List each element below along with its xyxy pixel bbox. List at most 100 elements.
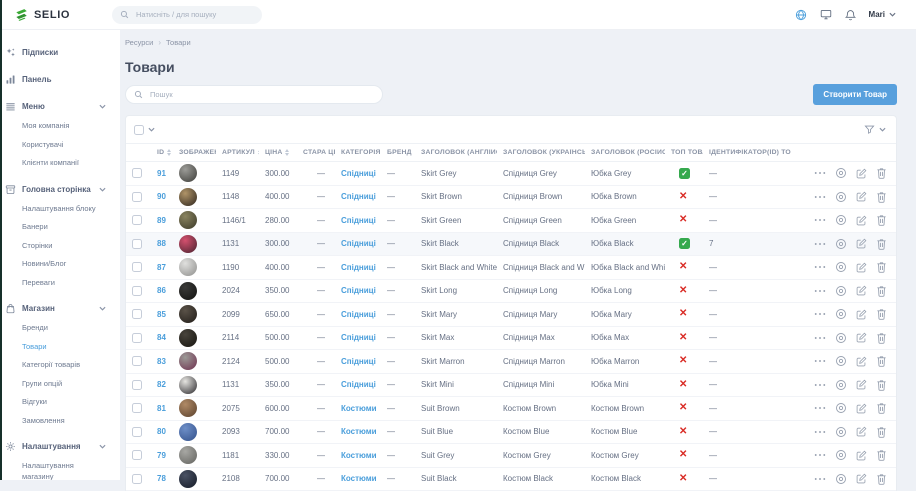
edit-icon[interactable]: [856, 215, 867, 226]
sidebar-item-Підписки[interactable]: Підписки: [5, 42, 120, 63]
product-id-link[interactable]: 88: [157, 239, 166, 248]
edit-icon[interactable]: [856, 473, 867, 484]
edit-icon[interactable]: [856, 426, 867, 437]
delete-icon[interactable]: [876, 214, 887, 226]
product-id-link[interactable]: 90: [157, 192, 166, 201]
more-icon[interactable]: [814, 406, 826, 410]
product-category-link[interactable]: Спідниці: [341, 380, 376, 389]
more-icon[interactable]: [814, 453, 826, 457]
product-category-link[interactable]: Спідниці: [341, 263, 376, 272]
view-icon[interactable]: [835, 402, 847, 414]
filter-dropdown-chevron-icon[interactable]: [879, 127, 886, 132]
row-checkbox[interactable]: [132, 309, 142, 319]
table-search[interactable]: [125, 85, 383, 104]
product-id-link[interactable]: 79: [157, 451, 166, 460]
edit-icon[interactable]: [856, 450, 867, 461]
delete-icon[interactable]: [876, 473, 887, 485]
product-category-link[interactable]: Костюми: [341, 404, 377, 413]
more-icon[interactable]: [814, 242, 826, 246]
delete-icon[interactable]: [876, 261, 887, 273]
breadcrumb-link-resources[interactable]: Ресурси: [125, 38, 153, 47]
sidebar-subitem-Відгуки[interactable]: Відгуки: [5, 393, 109, 412]
sort-icon[interactable]: [285, 149, 289, 157]
sidebar-subitem-Налаштування блоку[interactable]: Налаштування блоку: [5, 200, 109, 219]
delete-icon[interactable]: [876, 238, 887, 250]
product-category-link[interactable]: Спідниці: [341, 239, 376, 248]
sidebar-subitem-Клієнти компанії[interactable]: Клієнти компанії: [5, 154, 109, 173]
sidebar-item-Налаштування[interactable]: Налаштування: [5, 436, 120, 457]
product-category-link[interactable]: Костюми: [341, 451, 377, 460]
product-category-link[interactable]: Спідниці: [341, 286, 376, 295]
row-checkbox[interactable]: [132, 474, 142, 484]
product-id-link[interactable]: 84: [157, 333, 166, 342]
delete-icon[interactable]: [876, 426, 887, 438]
sidebar-item-Панель[interactable]: Панель: [5, 69, 120, 90]
more-icon[interactable]: [814, 312, 826, 316]
more-icon[interactable]: [814, 477, 826, 481]
more-icon[interactable]: [814, 171, 826, 175]
product-id-link[interactable]: 83: [157, 357, 166, 366]
row-checkbox[interactable]: [132, 239, 142, 249]
product-category-link[interactable]: Спідниці: [341, 357, 376, 366]
edit-icon[interactable]: [856, 379, 867, 390]
view-icon[interactable]: [835, 191, 847, 203]
global-search-input[interactable]: [134, 9, 254, 20]
row-checkbox[interactable]: [132, 168, 142, 178]
view-icon[interactable]: [835, 167, 847, 179]
sort-icon[interactable]: [167, 149, 171, 157]
delete-icon[interactable]: [876, 191, 887, 203]
edit-icon[interactable]: [856, 168, 867, 179]
edit-icon[interactable]: [856, 285, 867, 296]
product-id-link[interactable]: 78: [157, 474, 166, 483]
language-globe-icon[interactable]: [795, 9, 807, 21]
row-checkbox[interactable]: [132, 450, 142, 460]
global-search[interactable]: [112, 6, 262, 24]
sidebar-subitem-Сторінки[interactable]: Сторінки: [5, 237, 109, 256]
column-header[interactable]: ID: [151, 149, 173, 157]
more-icon[interactable]: [814, 383, 826, 387]
product-category-link[interactable]: Спідниці: [341, 192, 376, 201]
sidebar-subitem-Групи опцій[interactable]: Групи опцій: [5, 375, 109, 394]
bell-icon[interactable]: [845, 9, 856, 21]
sidebar-subitem-Товари[interactable]: Товари: [5, 338, 109, 357]
sidebar-subitem-Налаштування магазину[interactable]: Налаштування магазину: [5, 457, 109, 480]
column-header[interactable]: ЦІНА: [259, 149, 297, 157]
more-icon[interactable]: [814, 289, 826, 293]
create-product-button[interactable]: Створити Товар: [813, 84, 897, 105]
delete-icon[interactable]: [876, 402, 887, 414]
sidebar-subitem-Користувачі[interactable]: Користувачі: [5, 136, 109, 155]
delete-icon[interactable]: [876, 167, 887, 179]
delete-icon[interactable]: [876, 355, 887, 367]
more-icon[interactable]: [814, 430, 826, 434]
more-icon[interactable]: [814, 265, 826, 269]
row-checkbox[interactable]: [132, 356, 142, 366]
product-id-link[interactable]: 85: [157, 310, 166, 319]
row-checkbox[interactable]: [132, 333, 142, 343]
product-id-link[interactable]: 81: [157, 404, 166, 413]
view-icon[interactable]: [835, 238, 847, 250]
view-icon[interactable]: [835, 473, 847, 485]
edit-icon[interactable]: [856, 356, 867, 367]
sidebar-subitem-Бренди[interactable]: Бренди: [5, 319, 109, 338]
desktop-icon[interactable]: [820, 9, 832, 20]
sidebar-item-Магазин[interactable]: Магазин: [5, 298, 120, 319]
view-icon[interactable]: [835, 261, 847, 273]
delete-icon[interactable]: [876, 379, 887, 391]
sidebar-subitem-Новини/Блог[interactable]: Новини/Блог: [5, 255, 109, 274]
row-checkbox[interactable]: [132, 215, 142, 225]
product-id-link[interactable]: 82: [157, 380, 166, 389]
sidebar-subitem-Замовлення[interactable]: Замовлення: [5, 412, 109, 431]
view-icon[interactable]: [835, 214, 847, 226]
edit-icon[interactable]: [856, 309, 867, 320]
view-icon[interactable]: [835, 285, 847, 297]
view-icon[interactable]: [835, 332, 847, 344]
edit-icon[interactable]: [856, 403, 867, 414]
sidebar-subitem-Банери[interactable]: Банери: [5, 218, 109, 237]
column-header[interactable]: АРТИКУЛ: [216, 149, 259, 157]
logo[interactable]: SELIO: [14, 7, 70, 22]
select-all-checkbox[interactable]: [134, 125, 144, 135]
view-icon[interactable]: [835, 426, 847, 438]
product-category-link[interactable]: Костюми: [341, 427, 377, 436]
more-icon[interactable]: [814, 195, 826, 199]
select-dropdown-chevron-icon[interactable]: [148, 127, 155, 132]
